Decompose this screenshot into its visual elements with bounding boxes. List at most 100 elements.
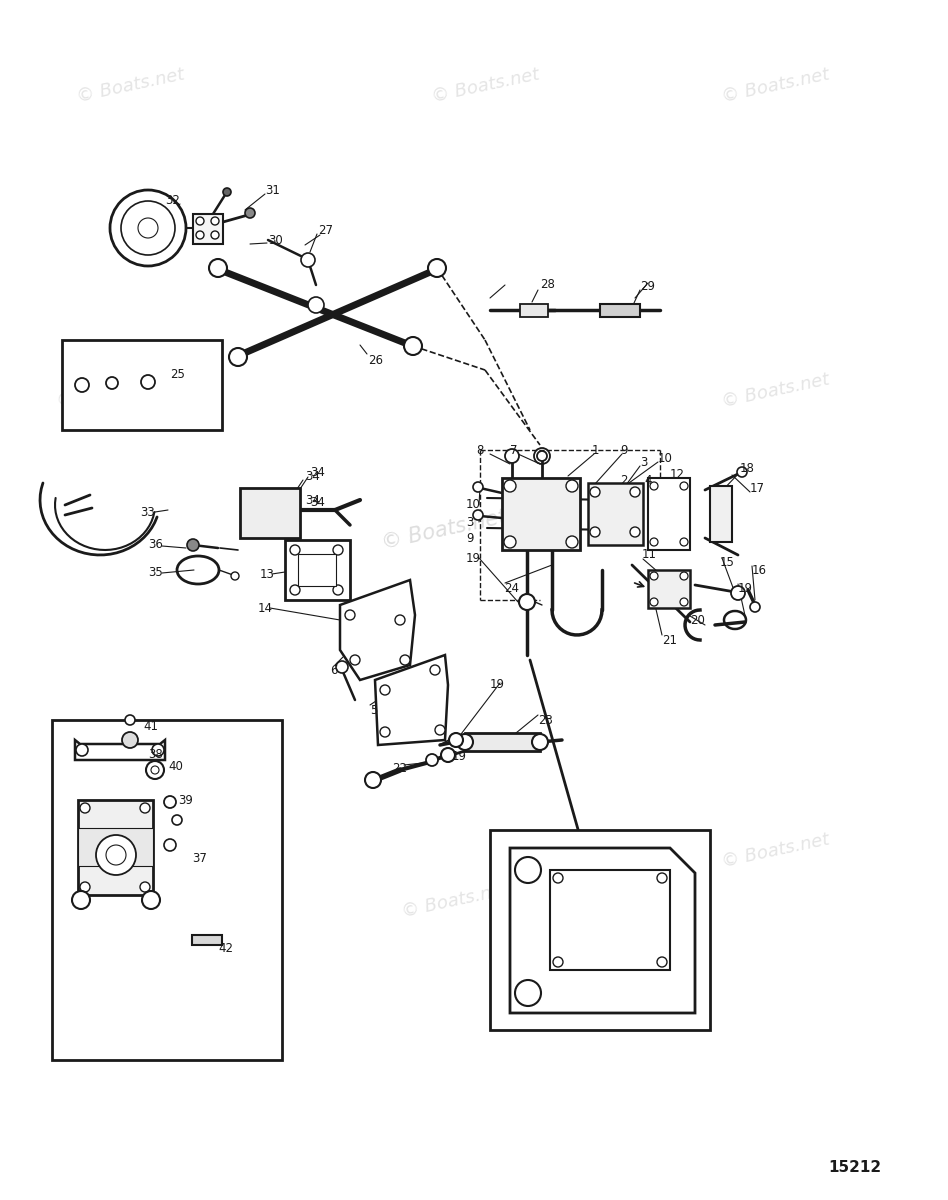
Text: 9: 9 — [620, 444, 628, 456]
Text: 31: 31 — [265, 184, 280, 197]
Circle shape — [680, 538, 688, 546]
Text: 30: 30 — [268, 234, 283, 246]
Circle shape — [380, 685, 390, 695]
Circle shape — [504, 480, 516, 492]
Circle shape — [96, 835, 136, 875]
Circle shape — [172, 815, 182, 826]
Circle shape — [737, 467, 747, 476]
Circle shape — [650, 598, 658, 606]
Text: 33: 33 — [140, 505, 155, 518]
Text: 23: 23 — [538, 714, 553, 726]
Bar — [710, 486, 732, 542]
Circle shape — [231, 572, 239, 580]
Circle shape — [110, 190, 186, 266]
Circle shape — [515, 980, 541, 1006]
Bar — [78, 828, 153, 866]
Text: 40: 40 — [168, 760, 183, 773]
Circle shape — [630, 527, 640, 538]
Circle shape — [537, 451, 547, 461]
Circle shape — [590, 487, 600, 497]
Bar — [648, 570, 690, 608]
Circle shape — [365, 772, 381, 788]
Circle shape — [301, 253, 315, 266]
Polygon shape — [375, 655, 448, 745]
Circle shape — [223, 188, 231, 196]
Bar — [502, 478, 580, 550]
Bar — [520, 304, 548, 317]
Circle shape — [680, 572, 688, 580]
Text: 39: 39 — [178, 793, 192, 806]
Text: © Boats.net: © Boats.net — [720, 829, 831, 870]
Circle shape — [457, 734, 473, 750]
Polygon shape — [340, 580, 415, 680]
Circle shape — [731, 586, 745, 600]
Circle shape — [290, 545, 300, 554]
Text: 13: 13 — [260, 568, 275, 581]
Text: © Boats.net: © Boats.net — [400, 880, 511, 920]
Bar — [298, 554, 336, 586]
Circle shape — [209, 259, 227, 277]
Polygon shape — [75, 740, 165, 760]
Circle shape — [430, 665, 440, 674]
Circle shape — [308, 296, 324, 313]
Text: 15212: 15212 — [828, 1160, 881, 1176]
Text: 8: 8 — [476, 444, 483, 456]
Circle shape — [380, 727, 390, 737]
Text: © Boats.net: © Boats.net — [55, 370, 166, 410]
Circle shape — [428, 259, 446, 277]
Text: 20: 20 — [690, 613, 705, 626]
Circle shape — [140, 803, 150, 814]
Text: 21: 21 — [662, 634, 677, 647]
Circle shape — [125, 715, 135, 725]
Circle shape — [404, 337, 422, 355]
Bar — [550, 870, 670, 970]
Circle shape — [650, 538, 658, 546]
Circle shape — [680, 598, 688, 606]
Circle shape — [106, 845, 126, 865]
Text: 15: 15 — [720, 556, 735, 569]
Circle shape — [75, 378, 89, 392]
Circle shape — [141, 374, 155, 389]
Circle shape — [164, 796, 176, 808]
Circle shape — [473, 510, 483, 520]
Text: 19: 19 — [452, 750, 467, 762]
Text: 37: 37 — [192, 852, 207, 864]
Text: 29: 29 — [640, 280, 655, 293]
Polygon shape — [285, 540, 350, 600]
Circle shape — [590, 527, 600, 538]
Text: 18: 18 — [740, 462, 755, 474]
Text: 32: 32 — [165, 193, 180, 206]
Text: 16: 16 — [752, 564, 767, 576]
Circle shape — [515, 857, 541, 883]
Text: 6: 6 — [330, 664, 337, 677]
Circle shape — [650, 482, 658, 490]
Circle shape — [426, 754, 438, 766]
Circle shape — [333, 545, 343, 554]
Text: 34: 34 — [310, 496, 325, 509]
Circle shape — [196, 230, 204, 239]
Text: 7: 7 — [510, 444, 518, 456]
Text: 24: 24 — [504, 582, 519, 594]
Circle shape — [76, 744, 88, 756]
Circle shape — [657, 874, 667, 883]
Bar — [465, 733, 540, 751]
Circle shape — [142, 890, 160, 910]
Circle shape — [72, 890, 90, 910]
Text: 35: 35 — [148, 565, 163, 578]
Circle shape — [146, 761, 164, 779]
Text: © Boats.net: © Boats.net — [380, 506, 509, 553]
Circle shape — [553, 874, 563, 883]
Text: 2: 2 — [620, 474, 628, 486]
Circle shape — [152, 744, 164, 756]
Bar — [62, 340, 222, 430]
Text: © Boats.net: © Boats.net — [720, 65, 831, 106]
Circle shape — [80, 803, 90, 814]
Circle shape — [519, 594, 535, 610]
Text: 9: 9 — [466, 532, 473, 545]
Text: 19: 19 — [490, 678, 505, 691]
Circle shape — [333, 584, 343, 595]
Bar — [648, 478, 690, 550]
Circle shape — [336, 661, 348, 673]
Text: © Boats.net: © Boats.net — [430, 65, 541, 106]
Text: 36: 36 — [148, 539, 163, 552]
